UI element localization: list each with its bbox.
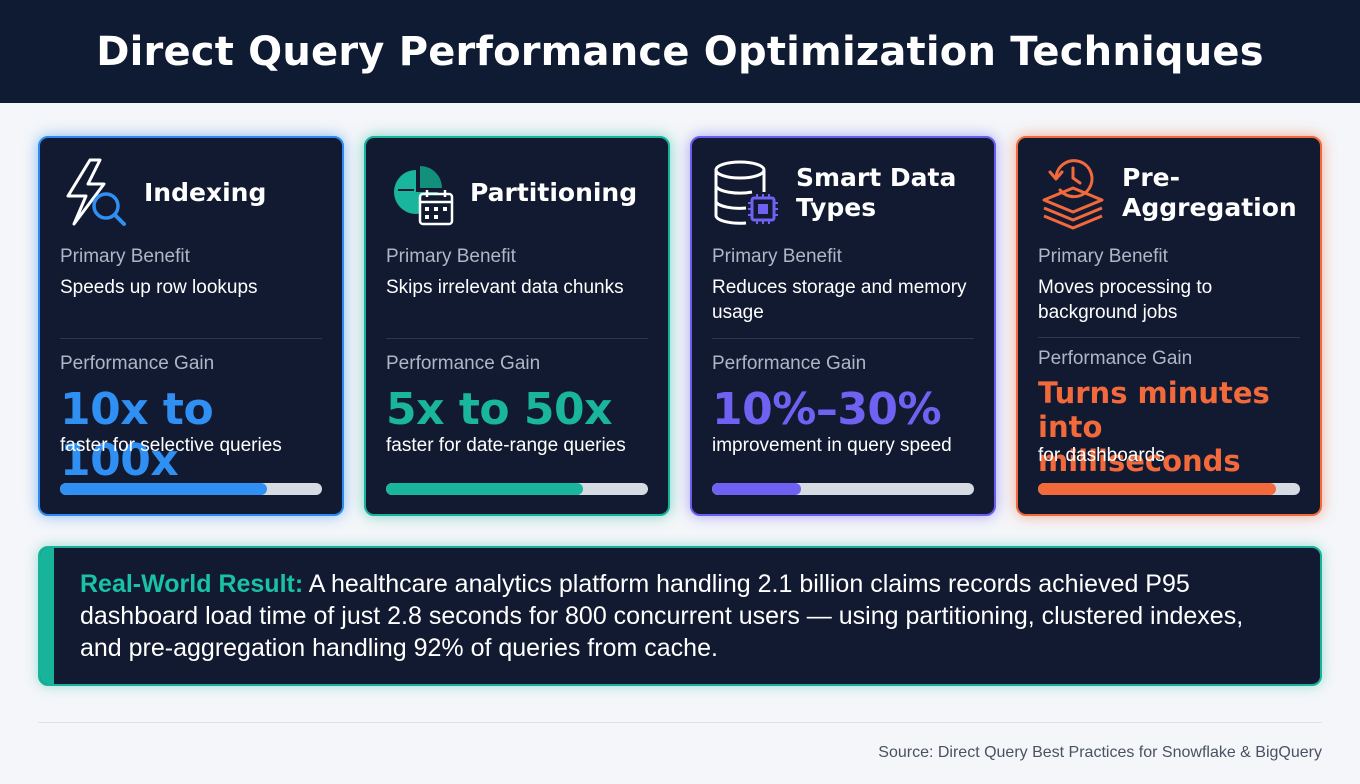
progress-fill [712,483,802,495]
clock-layers-icon [1038,156,1108,230]
gain-label: Performance Gain [712,353,867,374]
source-note: Source: Direct Query Best Practices for … [878,744,1322,761]
benefit-value: Reduces storage and memory usage [712,277,967,323]
result-text: Real-World Result: A healthcare analytic… [80,568,1290,664]
gain-label: Performance Gain [60,353,215,374]
gain-subtext: faster for selective queries [60,435,282,456]
gain-subtext: improvement in query speed [712,435,952,456]
progress-bar [386,483,648,495]
progress-fill [60,483,267,495]
benefit-value: Skips irrelevant data chunks [386,277,624,298]
gain-subtext: for dashboards [1038,445,1165,466]
page-title: Direct Query Performance Optimization Te… [96,28,1264,75]
benefit-label: Primary Benefit [712,246,842,267]
benefit-value: Moves processing to background jobs [1038,277,1213,323]
gain-subtext: faster for date-range queries [386,435,626,456]
gain-value: 10%–30% [712,384,942,435]
card-indexing: Indexing Primary Benefit Speeds up row l… [38,136,344,516]
lightning-search-icon [60,156,130,230]
card-title: Smart Data Types [796,163,957,222]
gain-label: Performance Gain [1038,348,1193,369]
pie-calendar-icon [386,156,456,230]
result-label: Real-World Result: [80,570,304,598]
progress-fill [1038,483,1277,495]
accent-stripe [40,548,54,684]
benefit-label: Primary Benefit [1038,246,1168,267]
gain-label: Performance Gain [386,353,541,374]
database-chip-icon [712,156,782,230]
progress-fill [386,483,583,495]
divider [386,338,648,339]
gain-value: 5x to 50x [386,384,613,435]
real-world-result-panel: Real-World Result: A healthcare analytic… [38,546,1322,686]
card-title: Pre-Aggregation [1122,163,1297,222]
gain-value: Turns minutes into milliseconds [1038,376,1270,478]
divider [712,338,974,339]
progress-bar [60,483,322,495]
card-title: Indexing [144,178,267,207]
card-smart-data-types: Smart Data Types Primary Benefit Reduces… [690,136,996,516]
progress-bar [712,483,974,495]
card-partitioning: Partitioning Primary Benefit Skips irrel… [364,136,670,516]
header-banner: Direct Query Performance Optimization Te… [0,0,1360,103]
card-title: Partitioning [470,178,638,207]
divider [1038,337,1300,338]
progress-bar [1038,483,1300,495]
benefit-label: Primary Benefit [60,246,190,267]
footer-divider [38,722,1322,723]
benefit-value: Speeds up row lookups [60,277,258,298]
gain-value: 10x to 100x [60,384,214,486]
divider [60,338,322,339]
result-body: A healthcare analytics platform handling… [80,570,1244,662]
card-pre-aggregation: Pre-Aggregation Primary Benefit Moves pr… [1016,136,1322,516]
benefit-label: Primary Benefit [386,246,516,267]
